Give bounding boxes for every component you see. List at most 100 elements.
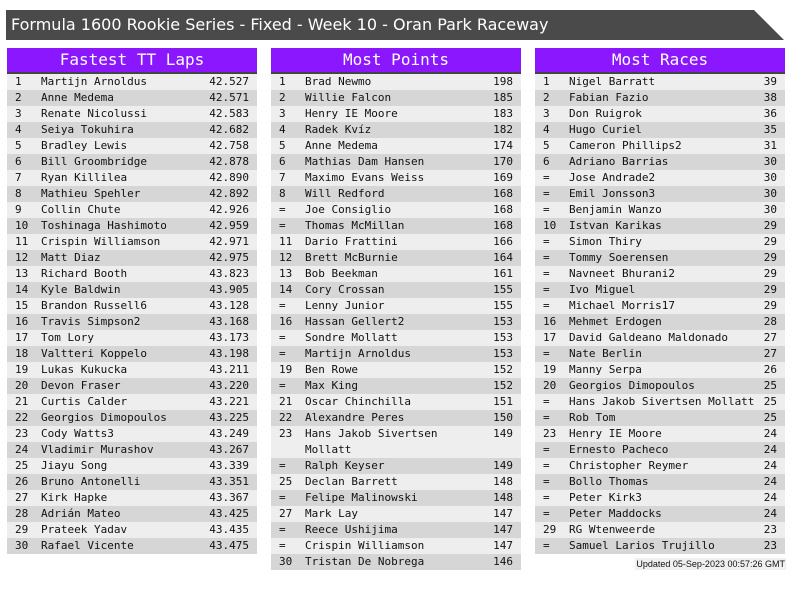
value-cell: 23 [763, 539, 777, 552]
rank-cell: = [279, 299, 286, 312]
value-cell: 168 [493, 203, 513, 216]
value-cell: 43.198 [209, 347, 249, 360]
value-cell: 29 [763, 235, 777, 248]
rank-cell: 30 [279, 555, 293, 568]
rank-cell: 19 [543, 363, 557, 376]
value-cell: 43.220 [209, 379, 249, 392]
value-cell: 42.758 [209, 139, 249, 152]
table-row: = Emil Jonsson3 30 [535, 186, 785, 202]
value-cell: 149 [493, 459, 513, 472]
table-row: 14 Kyle Baldwin 43.905 [7, 282, 257, 298]
table-row: 6 Bill Groombridge 42.878 [7, 154, 257, 170]
value-cell: 151 [493, 395, 513, 408]
value-cell: 39 [763, 75, 777, 88]
driver-name-cell: Dario Frattini [305, 235, 398, 248]
value-cell: 148 [493, 491, 513, 504]
table-row: 26 Bruno Antonelli 43.351 [7, 474, 257, 490]
rank-cell: 11 [15, 235, 29, 248]
table-row: = Navneet Bhurani2 29 [535, 266, 785, 282]
driver-name-cell: Georgios Dimopoulos [569, 379, 695, 392]
table-row: 14 Cory Crossan 155 [271, 282, 521, 298]
driver-name-cell: Bruno Antonelli [41, 475, 141, 488]
table-row: 8 Mathieu Spehler 42.892 [7, 186, 257, 202]
driver-name-cell: Nigel Barratt [569, 75, 656, 88]
rank-cell: = [543, 203, 550, 216]
driver-name-cell: Peter Maddocks [569, 507, 662, 520]
driver-name-cell: Sondre Mollatt [305, 331, 398, 344]
value-cell: 29 [763, 299, 777, 312]
value-cell: 23 [763, 523, 777, 536]
driver-name-cell: Tommy Soerensen [569, 251, 669, 264]
rank-cell: 4 [15, 123, 22, 136]
table-row: 5 Bradley Lewis 42.758 [7, 138, 257, 154]
driver-name-cell: Hans Jakob Sivertsen Mollatt [305, 427, 438, 456]
driver-name-cell: Toshinaga Hashimoto [41, 219, 167, 232]
table-row: = Michael Morris17 29 [535, 298, 785, 314]
value-cell: 183 [493, 107, 513, 120]
table-row: = Reece Ushijima 147 [271, 522, 521, 538]
rank-cell: = [543, 507, 550, 520]
driver-name-cell: Thomas McMillan [305, 219, 405, 232]
table-row: = Peter Kirk3 24 [535, 490, 785, 506]
driver-name-cell: Anne Medema [41, 91, 114, 104]
rank-cell: 3 [543, 107, 550, 120]
driver-name-cell: Declan Barrett [305, 475, 398, 488]
rank-cell: 1 [15, 75, 22, 88]
driver-name-cell: Radek Kvíz [305, 123, 372, 136]
driver-name-cell: Ivo Miguel [569, 283, 636, 296]
rank-cell: 14 [279, 283, 293, 296]
rank-cell: 22 [279, 411, 293, 424]
table-row: = Peter Maddocks 24 [535, 506, 785, 522]
table-row: 28 Adrián Mateo 43.425 [7, 506, 257, 522]
rank-cell: 2 [543, 91, 550, 104]
rank-cell: = [543, 347, 550, 360]
value-cell: 198 [493, 75, 513, 88]
most-points-panel: Most Points 1 Brad Newmo 198 2 Willie Falcon… [271, 48, 521, 570]
value-cell: 168 [493, 219, 513, 232]
table-row: = Ernesto Pacheco 24 [535, 442, 785, 458]
table-row: = Jose Andrade2 30 [535, 170, 785, 186]
table-row: 16 Hassan Gellert2 153 [271, 314, 521, 330]
leaderboard-table: 1 Nigel Barratt 39 2 Fabian Fazio 38 3 Don Ruig… [535, 74, 785, 554]
rank-cell: = [543, 251, 550, 264]
value-cell: 43.435 [209, 523, 249, 536]
rank-cell: = [543, 267, 550, 280]
value-cell: 43.425 [209, 507, 249, 520]
rank-cell: 21 [279, 395, 293, 408]
table-row: 1 Martijn Arnoldus 42.527 [7, 74, 257, 90]
rank-cell: = [543, 283, 550, 296]
value-cell: 182 [493, 123, 513, 136]
rank-cell: 23 [543, 427, 557, 440]
value-cell: 25 [763, 379, 777, 392]
driver-name-cell: Matt Diaz [41, 251, 101, 264]
table-row: 3 Henry IE Moore 183 [271, 106, 521, 122]
value-cell: 185 [493, 91, 513, 104]
value-cell: 42.959 [209, 219, 249, 232]
rank-cell: 29 [543, 523, 557, 536]
driver-name-cell: Manny Serpa [569, 363, 642, 376]
table-row: = Nate Berlin 27 [535, 346, 785, 362]
value-cell: 43.475 [209, 539, 249, 552]
value-cell: 38 [763, 91, 777, 104]
value-cell: 43.905 [209, 283, 249, 296]
driver-name-cell: Alexandre Peres [305, 411, 405, 424]
table-row: 15 Brandon Russell6 43.128 [7, 298, 257, 314]
driver-name-cell: Devon Fraser [41, 379, 121, 392]
rank-cell: 4 [543, 123, 550, 136]
value-cell: 42.583 [209, 107, 249, 120]
driver-name-cell: Travis Simpson2 [41, 315, 141, 328]
rank-cell: 27 [15, 491, 29, 504]
driver-name-cell: Anne Medema [305, 139, 378, 152]
value-cell: 31 [763, 139, 777, 152]
rank-cell: = [543, 475, 550, 488]
value-cell: 147 [493, 507, 513, 520]
value-cell: 42.878 [209, 155, 249, 168]
driver-name-cell: Crispin Williamson [305, 539, 425, 552]
driver-name-cell: Seiya Tokuhira [41, 123, 134, 136]
driver-name-cell: Mark Lay [305, 507, 358, 520]
driver-name-cell: Brett McBurnie [305, 251, 398, 264]
rank-cell: 28 [15, 507, 29, 520]
table-row: 25 Declan Barrett 148 [271, 474, 521, 490]
table-row: 17 Tom Lory 43.173 [7, 330, 257, 346]
driver-name-cell: Willie Falcon [305, 91, 392, 104]
